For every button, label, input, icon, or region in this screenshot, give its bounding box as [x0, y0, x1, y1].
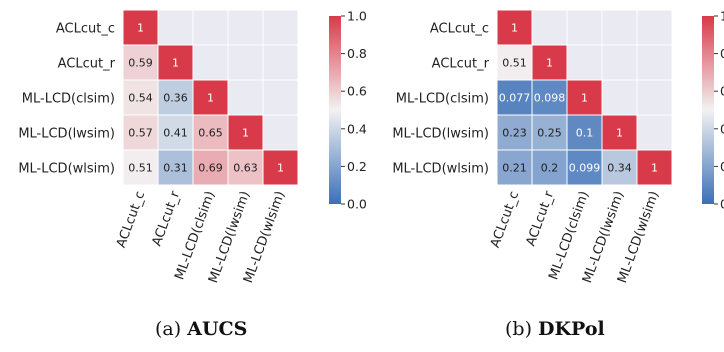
x-tick-label: ACLcut_r — [524, 189, 558, 249]
heatmap-cell — [192, 114, 229, 151]
heatmap-cell — [122, 79, 159, 116]
heatmap-cell — [122, 114, 159, 151]
y-tick-label: ACLcut_r — [432, 57, 490, 72]
x-tick-label: ACLcut_c — [114, 189, 148, 250]
caption-b-title: DKPol — [538, 318, 605, 340]
heatmap-cell — [262, 149, 299, 186]
colorbar-tick-label: 0.6 — [347, 84, 367, 99]
heatmap-cell — [122, 149, 159, 186]
colorbar-tick-label: 0.2 — [720, 159, 724, 174]
colorbar-tick-label: 0.0 — [720, 197, 724, 212]
cell-value-label: 0.098 — [534, 92, 566, 105]
y-tick-label: ML-LCD(wlsim) — [392, 162, 489, 177]
colorbar-tick-label: 1.0 — [347, 9, 367, 24]
caption-a: (a) AUCS — [155, 318, 247, 340]
colorbar-tick-label: 0.8 — [347, 46, 367, 61]
heatmap-cell — [496, 114, 533, 151]
cell-value-label: 0.41 — [163, 127, 188, 140]
caption-b: (b) DKPol — [505, 318, 605, 340]
cell-value-label: 0.69 — [198, 162, 223, 175]
colorbar-tick-label: 0.6 — [720, 84, 724, 99]
cell-value-label: 0.51 — [502, 57, 527, 70]
heatmap-dkpol: 10.51 10.077 0.098 10.23 0.25 0.1 10.21 0.2 0.09… — [392, 9, 724, 286]
cell-value-label: 1 — [137, 22, 144, 35]
cell-value-label: 0.099 — [569, 162, 601, 175]
cell-value-label: 0.63 — [233, 162, 258, 175]
y-tick-label: ML-LCD(lwsim) — [18, 127, 115, 142]
cell-value-label: 1 — [172, 57, 179, 70]
heatmap-cell — [566, 149, 603, 186]
heatmap-cell — [227, 114, 264, 151]
heatmap-cell — [496, 79, 533, 116]
colorbar-tick-label: 0.4 — [720, 121, 724, 136]
heatmap-cell — [566, 79, 603, 116]
cell-value-label: 1 — [651, 162, 658, 175]
colorbar-tick-label: 0.2 — [347, 159, 367, 174]
heatmap-cell — [496, 149, 533, 186]
cell-value-label: 1 — [207, 92, 214, 105]
cell-value-label: 1 — [546, 57, 553, 70]
cell-value-label: 0.31 — [163, 162, 188, 175]
heatmap-cell — [531, 79, 568, 116]
heatmap-cell — [122, 9, 159, 46]
y-tick-label: ML-LCD(clsim) — [22, 92, 115, 107]
y-tick-label: ML-LCD(lwsim) — [392, 127, 489, 142]
heatmap-cell — [122, 44, 159, 81]
cell-value-label: 0.59 — [128, 57, 153, 70]
cell-value-label: 0.57 — [128, 127, 153, 140]
colorbar-tick-label: 1.0 — [720, 9, 724, 24]
x-tick-label: ACLcut_c — [488, 189, 522, 250]
cell-value-label: 0.21 — [502, 162, 527, 175]
cell-value-label: 0.23 — [502, 127, 527, 140]
cell-value-label: 1 — [277, 162, 284, 175]
cell-value-label: 0.65 — [198, 127, 223, 140]
cell-value-label: 0.34 — [607, 162, 632, 175]
y-tick-label: ACLcut_r — [58, 57, 116, 72]
heatmap-cell — [531, 149, 568, 186]
cell-value-label: 0.54 — [128, 92, 153, 105]
colorbar-tick-label: 0.4 — [347, 121, 367, 136]
caption-a-prefix: (a) — [155, 318, 182, 340]
y-tick-label: ACLcut_c — [56, 22, 115, 37]
colorbar — [702, 16, 714, 204]
cell-value-label: 0.36 — [163, 92, 188, 105]
y-tick-label: ML-LCD(wlsim) — [18, 162, 115, 177]
colorbar-tick-label: 0.0 — [347, 197, 367, 212]
cell-value-label: 1 — [581, 92, 588, 105]
x-tick-label: ACLcut_r — [150, 189, 184, 249]
colorbar — [329, 16, 341, 204]
colorbar-tick-label: 0.8 — [720, 46, 724, 61]
cell-value-label: 0.51 — [128, 162, 153, 175]
cell-value-label: 0.2 — [541, 162, 559, 175]
caption-a-title: AUCS — [187, 318, 248, 340]
cell-value-label: 0.1 — [576, 127, 594, 140]
heatmap-cell — [192, 149, 229, 186]
heatmap-cell — [636, 149, 673, 186]
heatmap-cell — [227, 149, 264, 186]
heatmap-cell — [531, 44, 568, 81]
cell-value-label: 1 — [616, 127, 623, 140]
caption-b-prefix: (b) — [505, 318, 532, 340]
cell-value-label: 1 — [511, 22, 518, 35]
cell-value-label: 0.077 — [499, 92, 531, 105]
heatmap-aucs: 10.59 10.54 0.36 10.57 0.41 0.65 10.51 0.31 0.69… — [18, 9, 367, 286]
cell-value-label: 0.25 — [537, 127, 562, 140]
cell-value-label: 1 — [242, 127, 249, 140]
y-tick-label: ACLcut_c — [430, 22, 489, 37]
y-tick-label: ML-LCD(clsim) — [396, 92, 489, 107]
heatmap-cell — [601, 149, 638, 186]
